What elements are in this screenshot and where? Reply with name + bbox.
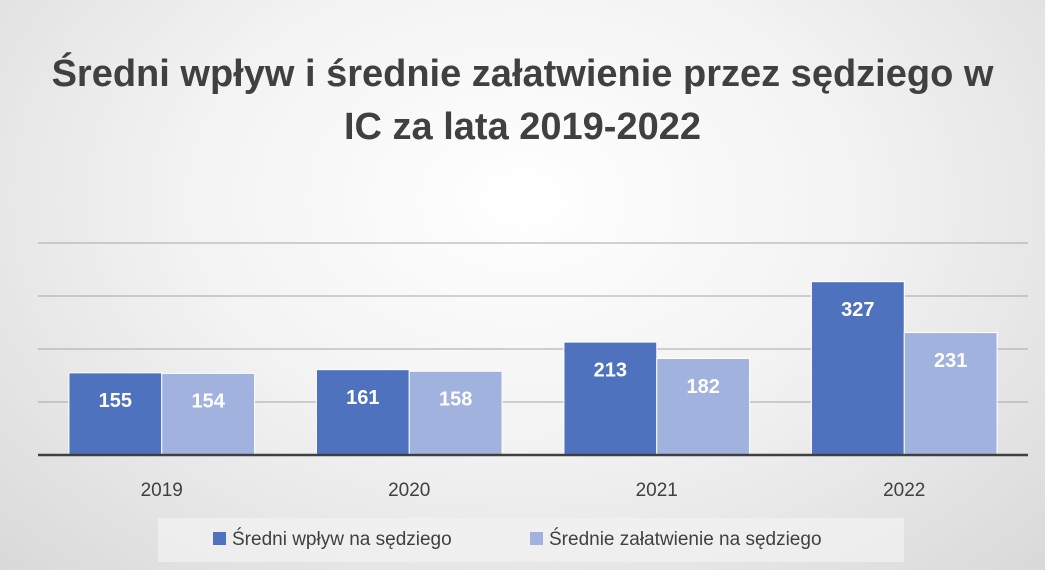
data-label: 158 — [439, 389, 472, 411]
data-label: 161 — [346, 387, 379, 409]
legend-swatch — [530, 532, 543, 545]
data-label: 182 — [686, 376, 719, 398]
x-tick-label: 2020 — [388, 480, 430, 501]
x-tick-label: 2019 — [141, 480, 183, 501]
chart-title: Średni wpływ i średnie załatwienie przez… — [51, 53, 994, 148]
bar — [315, 369, 410, 456]
x-tick-label: 2022 — [883, 480, 925, 501]
data-label: 327 — [841, 299, 874, 321]
data-label: 155 — [99, 390, 132, 412]
data-label: 213 — [594, 359, 627, 381]
legend-label: Średni wpływ na sędziego — [232, 528, 452, 550]
legend-swatch — [213, 532, 226, 545]
bar — [161, 372, 256, 456]
data-label: 231 — [934, 350, 967, 372]
data-label: 154 — [191, 391, 225, 413]
bar — [68, 372, 163, 456]
bar — [408, 370, 503, 456]
bar — [656, 358, 751, 456]
legend-label: Średnie załatwienie na sędziego — [549, 528, 822, 550]
bar — [903, 332, 998, 456]
x-tick-label: 2021 — [636, 480, 678, 501]
